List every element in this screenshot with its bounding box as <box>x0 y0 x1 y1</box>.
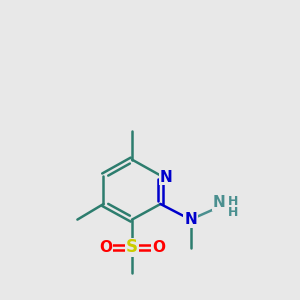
Text: N: N <box>160 169 172 184</box>
Text: O: O <box>99 240 112 255</box>
Text: H: H <box>227 206 238 219</box>
Text: N: N <box>184 212 197 227</box>
Text: H: H <box>227 195 238 208</box>
Text: O: O <box>152 240 165 255</box>
Text: S: S <box>126 238 138 256</box>
Text: N: N <box>213 195 225 210</box>
